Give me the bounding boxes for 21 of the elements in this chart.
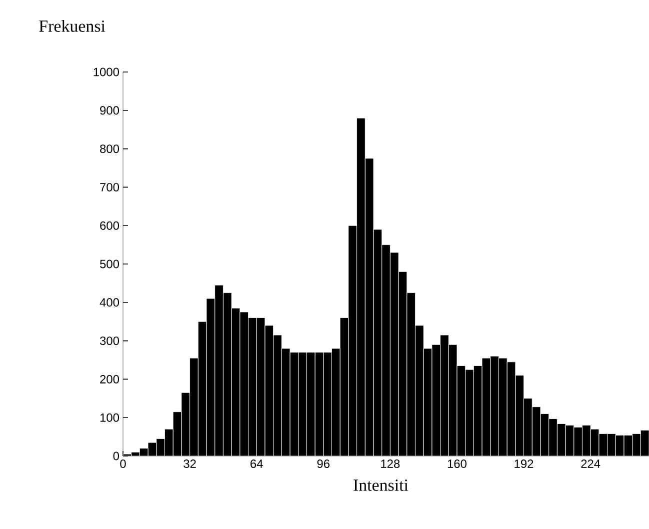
x-tick-label: 128 [381, 460, 400, 468]
y-tick-label: 600 [100, 221, 120, 230]
y-tick-label: 400 [100, 298, 120, 307]
y-tick-label: 200 [100, 374, 120, 384]
y-tick-label: 800 [100, 144, 120, 154]
y-tick-label: 700 [100, 182, 120, 192]
y-tick-label: 100 [100, 413, 120, 422]
x-tick-label: 224 [581, 460, 600, 468]
y-tick-label: 1000 [94, 68, 120, 76]
x-tick-label: 192 [514, 460, 534, 468]
x-tick-label: 0 [120, 460, 126, 468]
x-tick-label: 32 [184, 460, 196, 468]
x-axis-title: Intensiti [354, 480, 408, 491]
x-tick-label: 64 [250, 460, 263, 468]
x-tick-label: 160 [448, 460, 466, 468]
y-tick-label: 0 [113, 452, 120, 460]
y-axis-title: Frekuensi [39, 20, 106, 32]
y-tick-label: 300 [100, 336, 120, 346]
y-tick-label: 500 [100, 260, 120, 268]
x-tick-label: 96 [317, 460, 330, 468]
y-tick-label: 900 [100, 106, 120, 115]
